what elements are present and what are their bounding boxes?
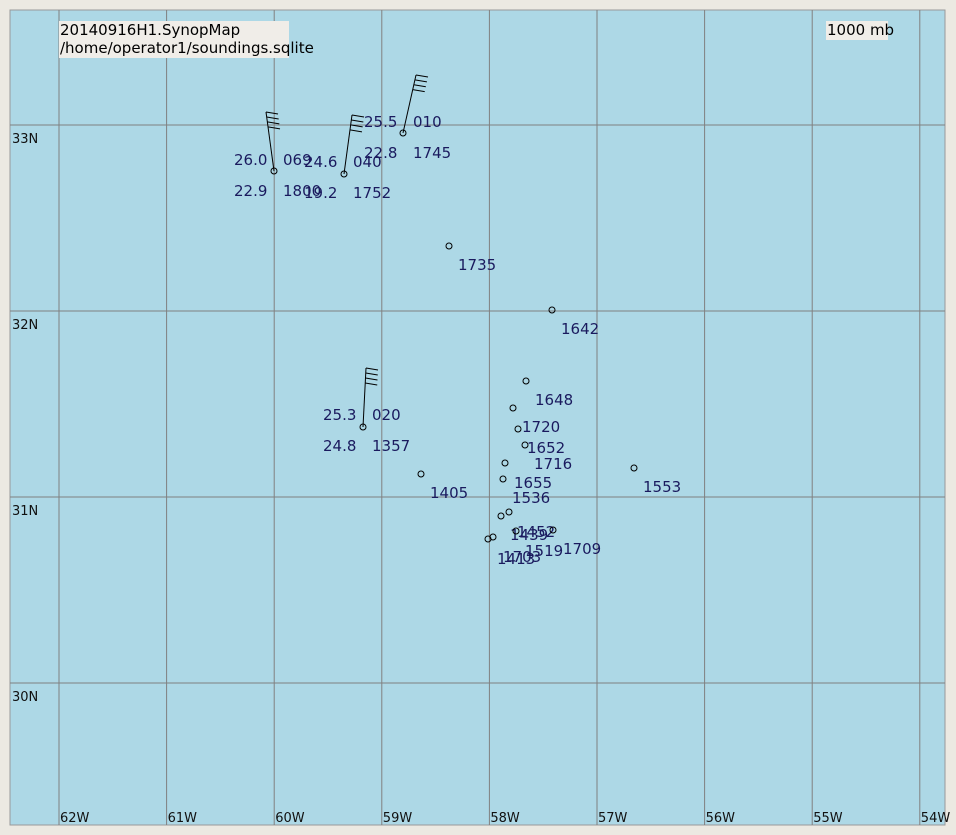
station-dewpoint: 22.9 bbox=[234, 182, 267, 200]
longitude-label: 61W bbox=[168, 811, 198, 826]
wind-barb-feather bbox=[413, 84, 426, 88]
station-marker bbox=[549, 526, 557, 534]
station-time: 1405 bbox=[430, 484, 468, 502]
station-marker bbox=[499, 475, 507, 483]
station-temperature: 24.6 bbox=[304, 153, 337, 171]
station-wind: 020 bbox=[372, 406, 401, 424]
wind-barb-staff bbox=[265, 111, 275, 172]
station-time: 1655 bbox=[514, 474, 552, 492]
station-dewpoint: 22.8 bbox=[364, 144, 397, 162]
data-source: /home/operator1/soundings.sqlite bbox=[60, 39, 314, 57]
wind-barb-feather bbox=[351, 114, 365, 118]
latitude-label: 30N bbox=[12, 690, 38, 705]
station-marker bbox=[548, 306, 556, 314]
station-marker bbox=[509, 404, 517, 412]
station-marker bbox=[514, 425, 522, 433]
station-time: 1800 bbox=[283, 182, 321, 200]
station-time: 1652 bbox=[527, 439, 565, 457]
longitude-label: 56W bbox=[706, 811, 736, 826]
latitude-label: 32N bbox=[12, 318, 38, 333]
station-marker bbox=[505, 508, 513, 516]
wind-barb-feather bbox=[365, 382, 378, 386]
wind-barb-feather bbox=[267, 121, 280, 125]
wind-barb-feather bbox=[266, 116, 279, 120]
station-marker bbox=[630, 464, 638, 472]
station-marker bbox=[521, 441, 529, 449]
wind-barb-feather bbox=[265, 111, 279, 115]
wind-barb-feather bbox=[365, 377, 378, 381]
station-time: 1452 bbox=[517, 523, 555, 541]
station-marker bbox=[501, 459, 509, 467]
station-time: 1536 bbox=[512, 489, 550, 507]
station-dewpoint: 24.8 bbox=[323, 437, 356, 455]
station-marker bbox=[522, 377, 530, 385]
station-wind: 069 bbox=[283, 151, 312, 169]
station-time: 1716 bbox=[534, 455, 572, 473]
station-time: 1752 bbox=[353, 184, 391, 202]
station-time: 1519 bbox=[525, 542, 563, 560]
station-time: 1357 bbox=[372, 437, 410, 455]
longitude-label: 54W bbox=[921, 811, 951, 826]
map-area bbox=[9, 9, 946, 826]
station-marker bbox=[399, 129, 407, 137]
longitude-label: 57W bbox=[598, 811, 628, 826]
station-time: 1720 bbox=[522, 418, 560, 436]
wind-barb-staff bbox=[362, 367, 367, 428]
wind-barb-feather bbox=[349, 129, 363, 133]
station-temperature: 25.3 bbox=[323, 406, 356, 424]
wind-barb-feather bbox=[415, 74, 429, 78]
station-time: 1553 bbox=[643, 478, 681, 496]
wind-barb-feather bbox=[351, 119, 364, 123]
station-marker bbox=[445, 242, 453, 250]
longitude-label: 60W bbox=[275, 811, 305, 826]
map-title: 20140916H1.SynopMap bbox=[60, 21, 240, 39]
station-temperature: 25.5 bbox=[364, 113, 397, 131]
latitude-label: 31N bbox=[12, 504, 38, 519]
station-time: 1745 bbox=[413, 144, 451, 162]
station-marker bbox=[512, 527, 520, 535]
level-box bbox=[826, 21, 888, 40]
station-marker bbox=[489, 533, 497, 541]
station-time: 1439 bbox=[510, 526, 548, 544]
station-wind: 040 bbox=[353, 153, 382, 171]
station-time: 1648 bbox=[535, 391, 573, 409]
header-box bbox=[59, 21, 289, 58]
longitude-label: 62W bbox=[60, 811, 90, 826]
wind-barb-feather bbox=[267, 126, 281, 130]
station-temperature: 26.0 bbox=[234, 151, 267, 169]
station-time: 1642 bbox=[561, 320, 599, 338]
station-time: 1413 bbox=[497, 550, 535, 568]
station-wind: 010 bbox=[413, 113, 442, 131]
station-time: 1709 bbox=[563, 540, 601, 558]
wind-barb-feather bbox=[412, 89, 425, 93]
longitude-label: 59W bbox=[383, 811, 413, 826]
station-dewpoint: 19.2 bbox=[304, 184, 337, 202]
wind-barb-feather bbox=[365, 372, 378, 376]
longitude-label: 58W bbox=[490, 811, 520, 826]
wind-barb-feather bbox=[414, 79, 427, 83]
station-time: 1735 bbox=[458, 256, 496, 274]
wind-barb-feather bbox=[365, 367, 379, 371]
latitude-label: 33N bbox=[12, 132, 38, 147]
pressure-level: 1000 mb bbox=[827, 21, 894, 39]
longitude-label: 55W bbox=[813, 811, 843, 826]
station-marker bbox=[497, 512, 505, 520]
wind-barb-feather bbox=[350, 124, 363, 128]
wind-barb-staff bbox=[343, 114, 353, 175]
station-marker bbox=[417, 470, 425, 478]
station-time: 1703 bbox=[503, 548, 541, 566]
